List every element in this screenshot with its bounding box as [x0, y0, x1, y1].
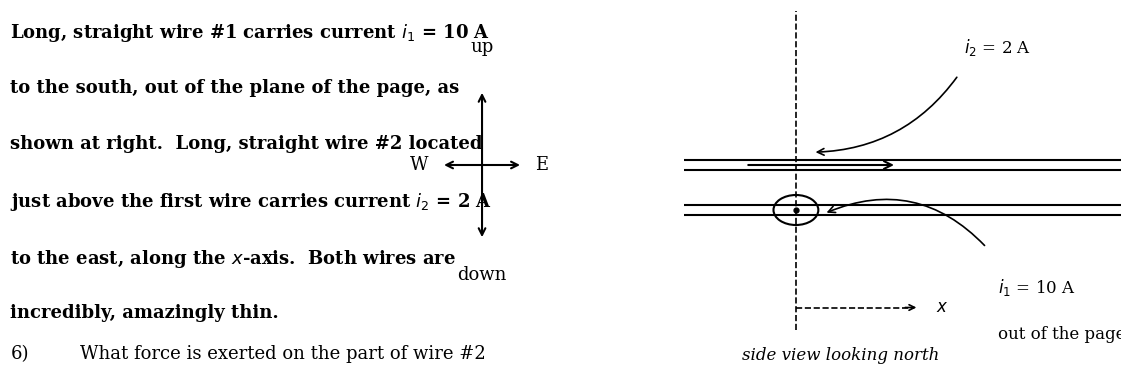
- Text: What force is exerted on the part of wire #2: What force is exerted on the part of wir…: [80, 345, 485, 363]
- Text: out of the page.: out of the page.: [998, 326, 1121, 343]
- FancyArrowPatch shape: [817, 77, 957, 155]
- Text: side view looking north: side view looking north: [742, 347, 939, 364]
- Text: incredibly, amazingly thin.: incredibly, amazingly thin.: [10, 304, 279, 322]
- Text: 6): 6): [10, 345, 29, 363]
- Text: $x$: $x$: [936, 299, 948, 316]
- Text: $i_1$ = 10 A: $i_1$ = 10 A: [998, 278, 1075, 298]
- Text: just above the first wire carries current $\mathit{i}_2$ = 2 A: just above the first wire carries curren…: [10, 191, 492, 213]
- Text: E: E: [536, 156, 548, 174]
- Text: up: up: [471, 38, 493, 56]
- Text: W: W: [410, 156, 428, 174]
- Text: Long, straight wire #1 carries current $\mathit{i}_1$ = 10 A: Long, straight wire #1 carries current $…: [10, 22, 490, 45]
- Text: to the east, along the $\mathit{x}$-axis.  Both wires are: to the east, along the $\mathit{x}$-axis…: [10, 248, 456, 270]
- FancyArrowPatch shape: [828, 200, 984, 246]
- Text: to the south, out of the plane of the page, as: to the south, out of the plane of the pa…: [10, 79, 460, 97]
- Text: down: down: [457, 266, 507, 284]
- Text: $i_2$ = 2 A: $i_2$ = 2 A: [964, 38, 1031, 58]
- Text: shown at right.  Long, straight wire #2 located: shown at right. Long, straight wire #2 l…: [10, 135, 483, 153]
